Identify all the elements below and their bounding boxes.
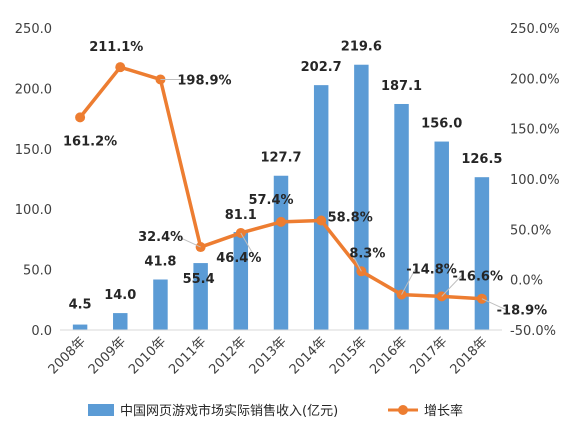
y-right-tick-label: -50.0%: [510, 324, 556, 339]
bar-value-label: 202.7: [301, 60, 342, 75]
leader-line: [176, 235, 201, 248]
growth-value-label: 8.3%: [349, 246, 385, 261]
y-right-tick-label: 50.0%: [510, 223, 551, 238]
legend-bar-swatch: [88, 404, 114, 416]
growth-marker: [115, 62, 126, 73]
bar: [233, 232, 249, 330]
bar: [354, 64, 369, 330]
bar-value-label: 81.1: [225, 208, 257, 223]
leader-line: [350, 252, 362, 272]
leader-line: [441, 275, 463, 297]
bar-value-label: 127.7: [260, 151, 301, 166]
bar: [113, 313, 128, 330]
x-tick-label: 2015年: [327, 334, 370, 377]
y-right-tick-label: 150.0%: [510, 123, 560, 138]
y-left-tick-label: 250.0: [15, 22, 52, 37]
bar-value-label: 219.6: [341, 40, 382, 55]
legend-bar-label: 中国网页游戏市场实际销售收入(亿元): [120, 403, 338, 419]
bar-value-label: 4.5: [69, 298, 92, 313]
x-tick-label: 2010年: [126, 334, 169, 377]
growth-value-label: -16.6%: [452, 269, 503, 284]
y-right-tick-label: 250.0%: [510, 22, 560, 37]
y-left-tick-label: 200.0: [15, 82, 52, 97]
bar-value-label: 156.0: [421, 117, 462, 132]
bar-value-label: 14.0: [104, 288, 136, 303]
growth-value-label: 58.8%: [328, 210, 373, 225]
y-left-tick-label: 50.0: [23, 264, 52, 279]
x-tick-label: 2017年: [407, 334, 450, 377]
bar-value-label: 126.5: [461, 152, 502, 167]
y-left-tick-label: 100.0: [15, 203, 52, 218]
x-tick-label: 2014年: [287, 334, 330, 377]
growth-value-label: -14.8%: [406, 263, 457, 278]
legend-line-label: 增长率: [424, 403, 463, 419]
growth-value-label: 57.4%: [248, 193, 293, 208]
x-tick-label: 2016年: [367, 334, 410, 377]
y-right-tick-label: 0.0%: [510, 274, 543, 289]
y-left-tick-label: 0.0: [31, 324, 52, 339]
growth-line-series: [75, 62, 487, 304]
x-tick-label: 2008年: [46, 334, 89, 377]
leader-line: [481, 298, 507, 311]
bar: [434, 141, 449, 330]
bar: [313, 85, 329, 330]
growth-value-label: 32.4%: [138, 230, 183, 245]
leader-line: [401, 268, 416, 295]
bar-value-label: 187.1: [381, 79, 422, 94]
growth-marker: [316, 215, 327, 226]
x-tick-label: 2013年: [247, 334, 290, 377]
bar: [193, 263, 208, 330]
bar: [273, 175, 289, 330]
growth-value-label: 211.1%: [89, 40, 143, 55]
growth-value-label: -18.9%: [497, 304, 548, 319]
y-right-tick-label: 100.0%: [510, 173, 560, 188]
x-tick-label: 2009年: [86, 334, 129, 377]
bar-series: [72, 64, 490, 330]
bar: [474, 177, 490, 330]
x-tick-label: 2011年: [166, 334, 209, 377]
x-tick-label: 2018年: [448, 334, 491, 377]
growth-value-label: 161.2%: [63, 134, 117, 149]
bar-value-label: 41.8: [144, 255, 176, 270]
growth-marker: [75, 112, 86, 123]
growth-value-label: 46.4%: [216, 251, 261, 266]
growth-value-label: 198.9%: [177, 73, 231, 88]
bar: [394, 103, 409, 330]
x-tick-label: 2012年: [206, 334, 249, 377]
bar: [72, 324, 88, 330]
growth-marker: [276, 216, 286, 227]
data-labels: 4.5 14.0 41.8 55.4 81.1 127.7 202.7 219.6 187.1 1…: [63, 40, 547, 319]
bar-value-label: 55.4: [183, 272, 215, 287]
leader-line: [240, 232, 256, 258]
legend: 中国网页游戏市场实际销售收入(亿元) 增长率: [88, 403, 463, 419]
y-right-tick-label: 200.0%: [510, 72, 560, 87]
legend-line-marker: [398, 405, 408, 415]
bar: [153, 279, 168, 330]
y-left-tick-label: 150.0: [15, 143, 52, 158]
